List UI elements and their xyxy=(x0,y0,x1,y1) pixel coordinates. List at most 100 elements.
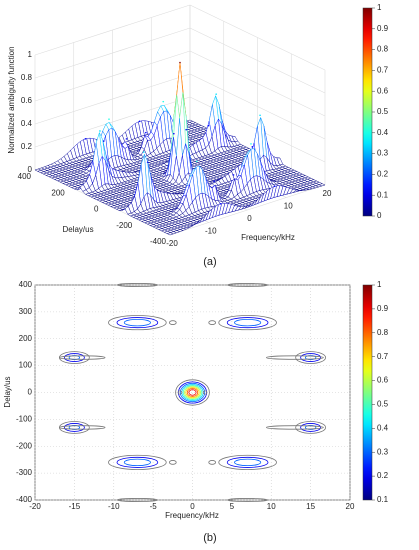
peak xyxy=(251,146,254,148)
mesh-cell xyxy=(166,232,174,236)
y-tick-label: 300 xyxy=(19,307,33,316)
contour xyxy=(179,382,206,403)
x-tick-label: 10 xyxy=(284,202,293,211)
caption: (b) xyxy=(203,532,216,544)
grid-line xyxy=(189,50,326,117)
grid-line xyxy=(34,27,191,79)
colorbar-tick-label: 0.6 xyxy=(377,376,389,385)
y-tick-label: -300 xyxy=(16,468,33,477)
x-tick-label: 10 xyxy=(267,502,276,511)
x-tick-label: 15 xyxy=(306,502,315,511)
peak xyxy=(213,180,215,182)
contour xyxy=(186,388,199,397)
peak xyxy=(219,202,222,205)
grid-line xyxy=(169,184,326,236)
contour xyxy=(227,498,268,502)
grid-line xyxy=(189,27,326,94)
contour xyxy=(208,460,217,465)
y-axis-label: Delay/us xyxy=(62,225,93,234)
x-tick-label: 20 xyxy=(323,189,332,198)
colorbar-tick-label: 0.5 xyxy=(377,400,389,409)
peak xyxy=(273,185,276,188)
contour xyxy=(177,390,183,395)
y-axis-label: Delay/us xyxy=(3,376,12,407)
grid-line xyxy=(34,4,191,56)
y-tick-label: 0 xyxy=(94,205,99,214)
peak xyxy=(185,128,187,131)
peak xyxy=(173,132,175,135)
peak xyxy=(146,161,149,163)
contour xyxy=(226,456,269,468)
y-tick-label: 0 xyxy=(28,388,33,397)
x-tick-label: -20 xyxy=(166,239,178,248)
contour xyxy=(182,385,203,400)
contour xyxy=(202,390,208,395)
peak xyxy=(232,174,235,176)
contour xyxy=(226,317,269,329)
contour xyxy=(227,283,268,287)
colorbar-tick-label: 0.3 xyxy=(377,149,389,158)
peak xyxy=(215,93,217,95)
z-tick-label: 0.2 xyxy=(21,142,33,151)
x-tick-label: -5 xyxy=(150,502,158,511)
z-axis-label: Normalized ambiguity function xyxy=(7,46,16,153)
contour xyxy=(123,318,151,327)
x-tick-label: -10 xyxy=(205,227,217,236)
peak xyxy=(195,160,198,163)
y-tick-label: -400 xyxy=(150,237,167,246)
y-tick-label: 100 xyxy=(19,361,33,370)
contour xyxy=(304,355,317,361)
x-tick-label: -20 xyxy=(29,502,41,511)
contour xyxy=(116,317,159,329)
peak xyxy=(108,118,110,120)
colorbar-tick-label: 0 xyxy=(377,211,382,220)
x-axis-label: Frequency/kHz xyxy=(241,233,295,242)
contour xyxy=(188,389,197,396)
x-tick-label: 5 xyxy=(230,502,235,511)
contour xyxy=(185,387,200,398)
peak xyxy=(179,61,181,64)
peak xyxy=(143,151,145,153)
peak xyxy=(250,143,252,145)
contour xyxy=(265,425,324,430)
z-tick-label: 1 xyxy=(28,50,33,59)
colorbar-tick-label: 0.2 xyxy=(377,170,389,179)
colorbar-tick-label: 0.9 xyxy=(377,24,389,33)
colorbar-tick-label: 1 xyxy=(377,280,382,289)
colorbar-tick-label: 0.9 xyxy=(377,304,389,313)
contour xyxy=(265,355,324,360)
y-tick-label: 400 xyxy=(18,172,32,181)
colorbar-tick-label: 0.1 xyxy=(377,190,389,199)
z-tick-label: 0.4 xyxy=(21,119,33,128)
x-tick-label: 20 xyxy=(346,502,355,511)
contour xyxy=(108,315,167,331)
colorbar-tick-label: 0.8 xyxy=(377,328,389,337)
caption: (a) xyxy=(203,256,216,268)
grid-line xyxy=(189,4,326,71)
colorbar-tick-label: 0.8 xyxy=(377,45,389,54)
grid-line xyxy=(34,73,191,125)
contour xyxy=(117,498,158,502)
contour xyxy=(218,315,277,331)
grid-line xyxy=(189,73,326,140)
contour xyxy=(218,454,277,470)
x-axis-label: Frequency/kHz xyxy=(165,511,219,520)
peak xyxy=(145,131,147,134)
contour xyxy=(68,355,81,361)
contour xyxy=(68,424,81,430)
contour xyxy=(295,421,326,434)
peak xyxy=(259,114,261,117)
contour xyxy=(59,355,106,360)
colorbar-tick-label: 0.4 xyxy=(377,128,389,137)
x-tick-label: 0 xyxy=(247,214,252,223)
y-tick-label: 400 xyxy=(19,280,33,289)
peak xyxy=(99,130,101,132)
contour xyxy=(63,423,85,432)
y-tick-label: 200 xyxy=(51,188,65,197)
contour xyxy=(116,456,159,468)
y-tick-label: 200 xyxy=(19,334,33,343)
contour xyxy=(234,458,262,467)
x-tick-label: -15 xyxy=(69,502,81,511)
contour xyxy=(208,320,217,325)
